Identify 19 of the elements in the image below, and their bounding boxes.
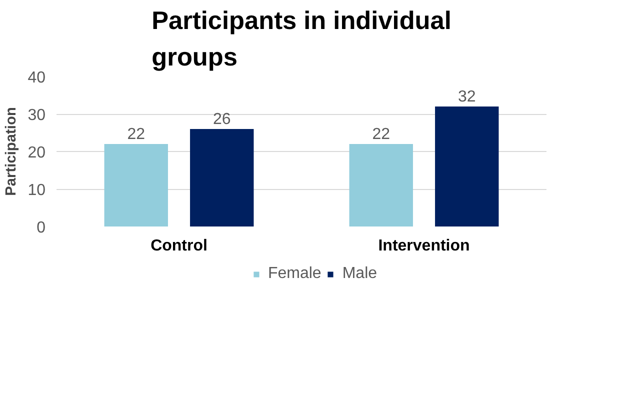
y-tick-label: 30 [28, 107, 46, 124]
y-tick-label: 0 [36, 220, 46, 236]
y-axis-title: Participation [4, 107, 20, 196]
y-tick-label: 40 [28, 70, 46, 86]
chart-title: Participants in individual groups [152, 7, 452, 72]
bar [349, 144, 413, 226]
bar [435, 106, 499, 226]
bar [104, 144, 168, 226]
x-tick-label: Intervention [378, 238, 470, 254]
data-label: 22 [127, 126, 146, 143]
legend-label: Female [268, 265, 322, 283]
data-label: 26 [212, 111, 231, 128]
x-tick-label: Control [150, 238, 208, 254]
y-tick-label: 10 [28, 182, 46, 199]
data-label: 22 [372, 126, 390, 143]
y-tick-label: 20 [28, 144, 46, 162]
data-label: 32 [458, 88, 476, 106]
legend-label: Male [342, 265, 378, 283]
bar [190, 129, 254, 226]
